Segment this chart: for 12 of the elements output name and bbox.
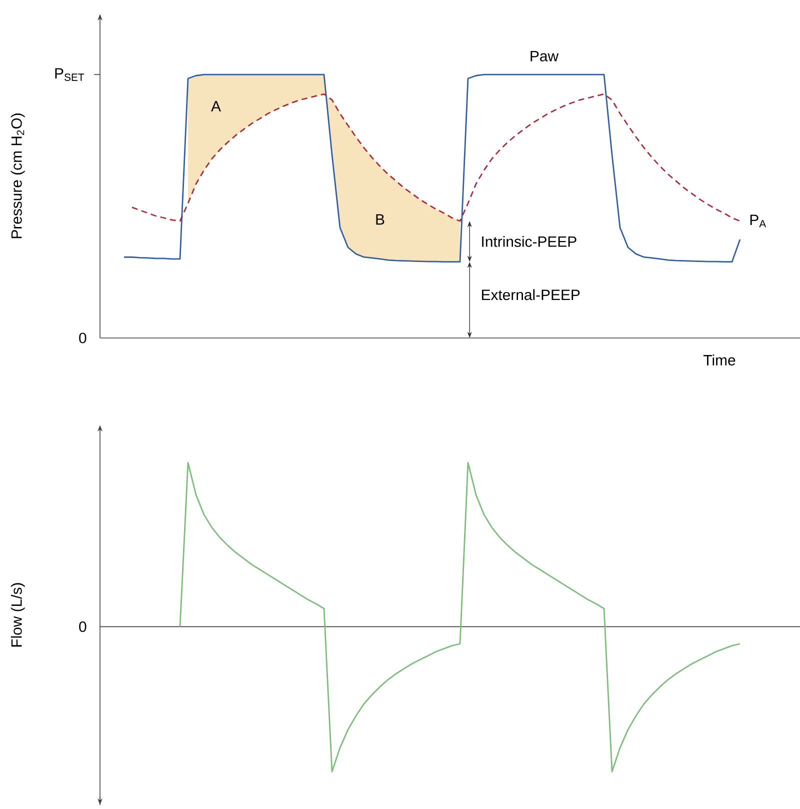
y-axis-title: Flow (L/s) <box>10 583 25 647</box>
text: 0 <box>78 621 86 632</box>
text: 0 <box>78 332 86 344</box>
text: P$_{SET}$ <box>55 68 84 81</box>
annotation: Intrinsic-PEEP <box>482 236 576 247</box>
series-label: P$_{A}$ <box>750 214 766 228</box>
series-label: Paw <box>530 50 558 62</box>
annotation: External-PEEP <box>482 289 580 300</box>
annotation: A <box>210 101 221 112</box>
annotation: B <box>376 214 384 225</box>
y-axis-title: Pressure (cm H$_{2}$O) <box>10 114 25 238</box>
x-axis-title: Time <box>703 354 735 366</box>
